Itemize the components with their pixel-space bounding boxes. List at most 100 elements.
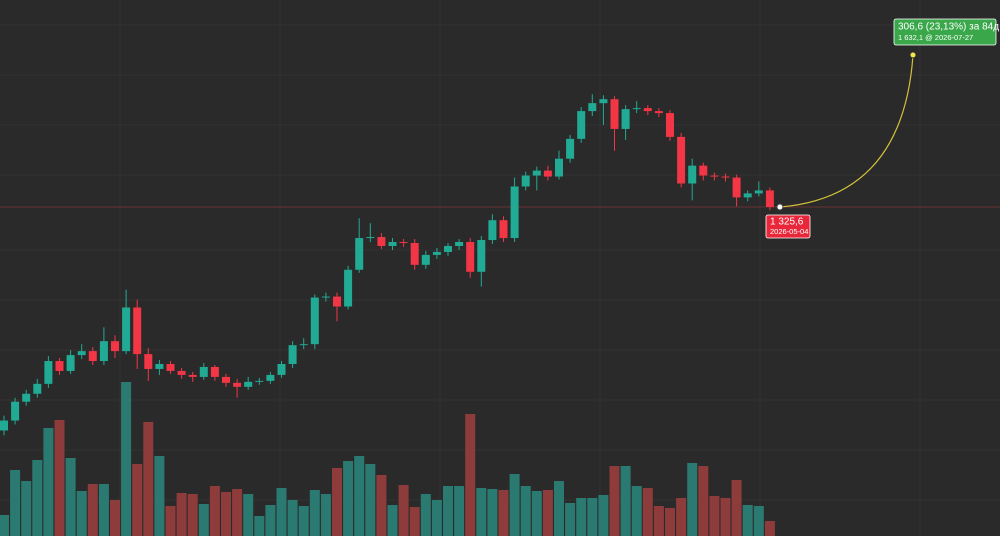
candle-body (721, 176, 730, 178)
start-point (776, 203, 784, 211)
candle-body (33, 383, 42, 394)
volume-bar (587, 498, 598, 536)
candle-body (122, 307, 131, 352)
volume-bar (21, 481, 32, 536)
volume-bar (554, 481, 564, 536)
candle-body (77, 351, 86, 356)
candle-body (710, 175, 719, 177)
volume-bar (609, 466, 620, 536)
volume-bar (487, 489, 498, 536)
volume-bar (143, 422, 154, 536)
candle-body (466, 242, 475, 272)
candle-body (11, 401, 20, 421)
candle-body (566, 138, 575, 159)
candle-body (222, 376, 230, 383)
volume-bar (665, 508, 675, 536)
last-label-box (765, 214, 811, 239)
volume-bar (676, 498, 687, 536)
candle-body (66, 355, 75, 371)
candle-body (677, 136, 686, 184)
volume-bar (298, 506, 309, 536)
last-price-label: 1 325,6 (770, 217, 804, 228)
volume-bar (209, 486, 220, 536)
candle-body (310, 297, 319, 345)
volume-bar (431, 500, 442, 536)
candle-body (22, 393, 31, 402)
candle-body (499, 220, 508, 239)
volume-bar (465, 414, 476, 536)
candle-body (488, 220, 497, 241)
volume-bar (176, 493, 187, 536)
candle-body (410, 243, 419, 265)
volume-bar (598, 495, 609, 536)
candle-body (577, 111, 586, 139)
candle-body (732, 177, 741, 198)
candle-body (199, 366, 208, 377)
volume-bar (731, 480, 742, 536)
candle-body (99, 341, 108, 362)
volume-bar (398, 485, 409, 536)
candle-body (699, 165, 708, 176)
volume-bar (653, 506, 664, 536)
candle-body (299, 344, 308, 346)
volume-bar (376, 475, 387, 536)
volume-bar (409, 507, 420, 536)
candle-body (510, 186, 519, 239)
candle-body (477, 240, 486, 272)
volume-bar (276, 488, 287, 536)
candle-body (44, 361, 53, 384)
candle-body (133, 307, 142, 355)
candle-body (532, 170, 541, 176)
volume-bar (221, 492, 231, 536)
candle-body (255, 380, 264, 382)
candle-body (188, 374, 197, 377)
volume-bar (287, 500, 298, 536)
volume-bar (187, 494, 198, 536)
volume-bar (0, 515, 9, 536)
volume-bar (498, 490, 509, 536)
candle-body (144, 354, 153, 369)
candle-body (210, 366, 219, 377)
volume-bar (43, 428, 54, 536)
volume-bar (698, 466, 709, 536)
candle-body (521, 175, 530, 187)
volume-bar (365, 464, 376, 536)
volume-bar (387, 505, 398, 536)
last-date-label: 2026-05-04 (770, 227, 808, 236)
candle-body (555, 158, 563, 177)
volume-bar (642, 488, 653, 536)
volume-bar (687, 463, 698, 536)
candle-body (333, 296, 341, 307)
volume-bar (309, 490, 320, 536)
candle-body (610, 99, 619, 129)
volume-bar (76, 491, 87, 536)
target-price-label: 1 632,1 @ 2026-07-27 (898, 33, 973, 42)
candle-body (444, 245, 452, 252)
candle-body (543, 170, 552, 177)
candle-body (377, 237, 386, 246)
volume-bar (243, 494, 254, 536)
candle-body (366, 237, 375, 239)
volume-bar (753, 506, 764, 536)
volume-bar (54, 420, 65, 536)
candle-body (421, 254, 430, 265)
volume-bar (121, 382, 132, 536)
candle-body (155, 364, 164, 369)
projection-curve (779, 54, 914, 208)
candle-body (632, 108, 641, 110)
candle-body (588, 103, 597, 112)
volume-bar (254, 516, 265, 536)
volume-bar (454, 486, 465, 536)
volume-bar (542, 490, 553, 536)
candle-body (111, 341, 119, 352)
volume-bar (332, 468, 342, 536)
volume-bar (232, 489, 243, 536)
candle-body (599, 99, 608, 104)
candle-body (643, 108, 652, 112)
volume-bar (620, 466, 631, 536)
volume-bar (509, 474, 520, 536)
volume-bar (709, 496, 720, 536)
candle-body (666, 113, 674, 137)
target-label-box (893, 18, 997, 46)
